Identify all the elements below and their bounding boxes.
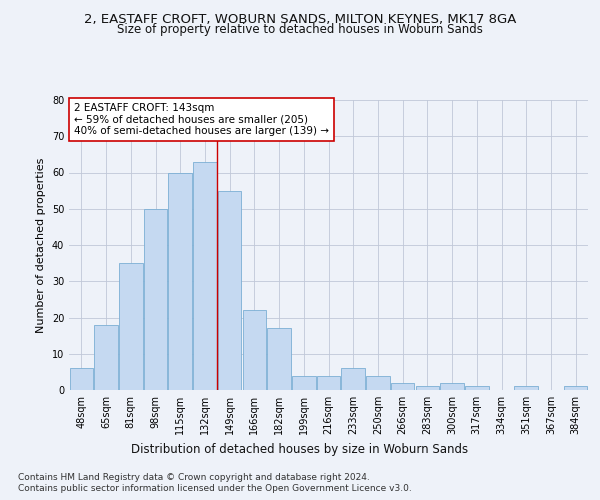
Bar (341, 368, 365, 390)
Text: 2 EASTAFF CROFT: 143sqm
← 59% of detached houses are smaller (205)
40% of semi-d: 2 EASTAFF CROFT: 143sqm ← 59% of detache… (74, 103, 329, 136)
Bar (242, 310, 266, 390)
Bar (268, 328, 291, 390)
Bar (119, 263, 143, 390)
Text: 2, EASTAFF CROFT, WOBURN SANDS, MILTON KEYNES, MK17 8GA: 2, EASTAFF CROFT, WOBURN SANDS, MILTON K… (84, 12, 516, 26)
Bar (292, 376, 316, 390)
Bar (465, 386, 488, 390)
Bar (564, 386, 587, 390)
Bar (514, 386, 538, 390)
Y-axis label: Number of detached properties: Number of detached properties (36, 158, 46, 332)
Bar (416, 386, 439, 390)
Bar (70, 368, 93, 390)
Text: Distribution of detached houses by size in Woburn Sands: Distribution of detached houses by size … (131, 442, 469, 456)
Bar (391, 383, 415, 390)
Bar (218, 190, 241, 390)
Bar (193, 162, 217, 390)
Text: Size of property relative to detached houses in Woburn Sands: Size of property relative to detached ho… (117, 22, 483, 36)
Text: Contains HM Land Registry data © Crown copyright and database right 2024.: Contains HM Land Registry data © Crown c… (18, 472, 370, 482)
Text: Contains public sector information licensed under the Open Government Licence v3: Contains public sector information licen… (18, 484, 412, 493)
Bar (366, 376, 389, 390)
Bar (317, 376, 340, 390)
Bar (94, 325, 118, 390)
Bar (440, 383, 464, 390)
Bar (169, 172, 192, 390)
Bar (144, 209, 167, 390)
